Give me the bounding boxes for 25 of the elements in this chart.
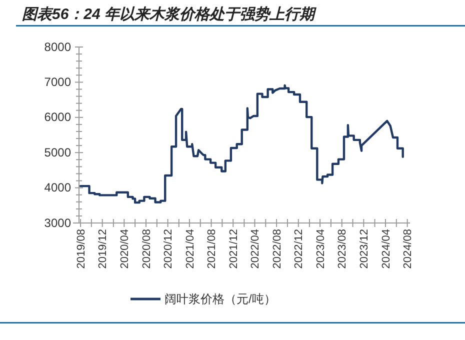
x-tick-label: 2021/08 bbox=[206, 229, 218, 269]
y-tick-label: 6000 bbox=[44, 110, 72, 124]
x-tick-label: 2024/04 bbox=[380, 229, 392, 269]
x-tick-label: 2019/08 bbox=[75, 229, 88, 269]
x-tick-label: 2024/08 bbox=[402, 229, 414, 269]
y-tick-label: 5000 bbox=[44, 145, 72, 160]
x-tick-label: 2020/12 bbox=[162, 229, 175, 269]
y-tick-label: 3000 bbox=[44, 216, 72, 230]
y-tick-label: 8000 bbox=[44, 40, 72, 54]
x-tick-label: 2021/12 bbox=[228, 229, 240, 269]
legend-label: 阔叶浆价格（元/吨） bbox=[164, 292, 276, 306]
x-tick-label: 2022/04 bbox=[250, 229, 262, 269]
x-tick-label: 2023/12 bbox=[358, 229, 371, 269]
x-tick-label: 2019/12 bbox=[97, 229, 110, 269]
x-tick-label: 2022/08 bbox=[271, 229, 284, 269]
y-tick-label: 4000 bbox=[44, 180, 72, 195]
chart-title: 图表56：24 年以来木浆价格处于强势上行期 bbox=[22, 6, 318, 23]
x-tick-label: 2023/04 bbox=[314, 229, 327, 269]
x-tick-label: 2022/12 bbox=[293, 229, 306, 269]
x-tick-label: 2023/08 bbox=[336, 229, 349, 269]
y-tick-label: 7000 bbox=[44, 75, 72, 90]
x-tick-label: 2020/08 bbox=[140, 229, 153, 269]
line-series bbox=[79, 84, 404, 204]
x-tick-label: 2021/04 bbox=[184, 229, 196, 269]
x-tick-label: 2020/04 bbox=[119, 229, 132, 269]
